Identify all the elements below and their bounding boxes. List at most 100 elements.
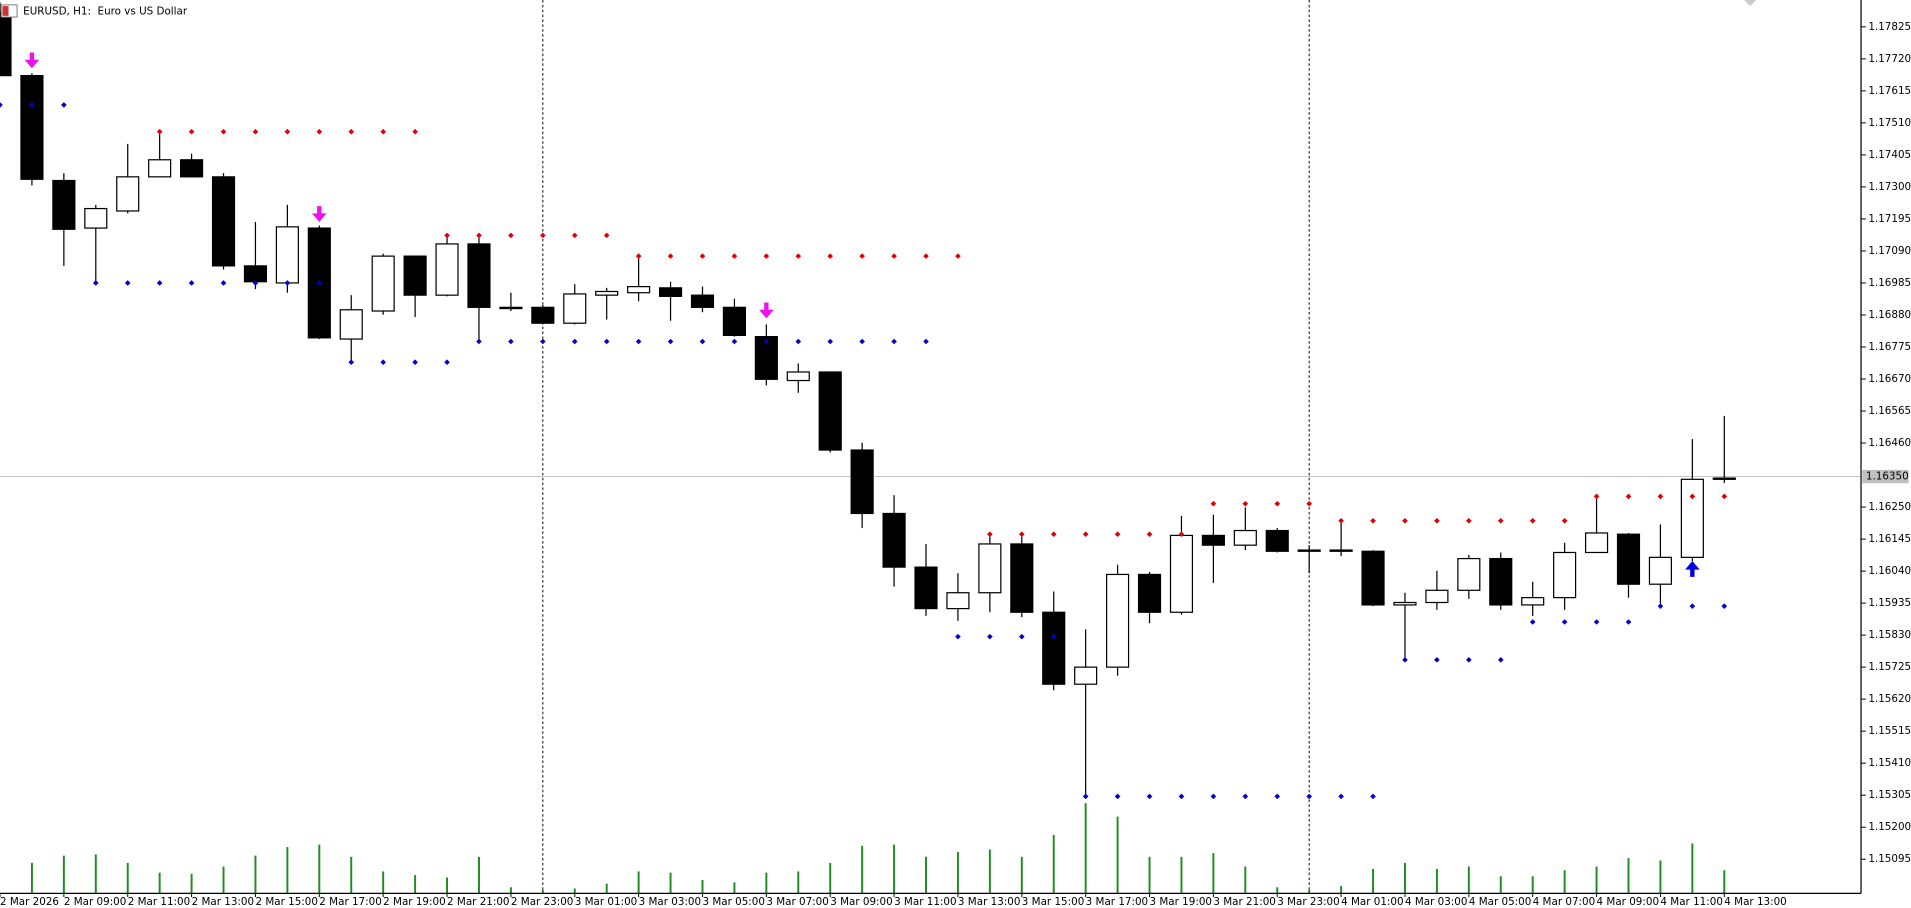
- current-price-box: [1862, 469, 1909, 484]
- candle-body: [1074, 666, 1098, 685]
- resistance-dot: [1657, 493, 1664, 500]
- current-price-label: 1.16350: [1866, 471, 1909, 483]
- resistance-dot: [156, 128, 163, 135]
- y-tick-label: 1.15410: [1868, 757, 1911, 769]
- support-dot: [1657, 603, 1664, 609]
- candle-body: [403, 255, 427, 296]
- symbol-header: EURUSD, H1: Euro vs US Dollar: [0, 4, 188, 18]
- candle-body: [1680, 478, 1704, 558]
- support-dot: [124, 280, 131, 286]
- support-dot: [1721, 603, 1728, 609]
- candle-body: [1329, 549, 1353, 552]
- x-tick-label: 2 Mar 11:00: [128, 896, 190, 908]
- support-dot: [348, 359, 355, 366]
- support-dot: [1402, 657, 1408, 663]
- resistance-dot: [987, 531, 993, 537]
- x-tick-label: 3 Mar 21:00: [1213, 896, 1275, 908]
- candle-body: [1137, 573, 1162, 613]
- symbol-title: EURUSD, H1: Euro vs US Dollar: [23, 6, 188, 18]
- x-tick-label: 2 Mar 09:00: [64, 896, 126, 908]
- support-dot: [1146, 793, 1153, 800]
- x-tick-label: 2 Mar 21:00: [447, 896, 509, 908]
- support-dot: [571, 338, 578, 345]
- resistance-dot: [891, 253, 897, 259]
- x-tick-label: 4 Mar 05:00: [1469, 896, 1531, 908]
- candle-body: [914, 566, 938, 610]
- candle-body: [658, 287, 683, 297]
- support-dot: [859, 338, 865, 345]
- buy-arrow: [1685, 561, 1700, 577]
- y-tick-label: 1.17405: [1868, 149, 1911, 161]
- y-tick-label: 1.16460: [1868, 437, 1911, 449]
- support-dot: [1529, 619, 1536, 625]
- resistance-dot: [955, 253, 961, 259]
- y-tick-label: 1.16250: [1868, 501, 1911, 513]
- resistance-dot: [348, 128, 355, 135]
- support-dot: [923, 338, 929, 345]
- resistance-dot: [476, 232, 482, 239]
- support-dot: [987, 633, 993, 640]
- support-dot: [380, 359, 386, 366]
- candle-body: [786, 371, 810, 382]
- resistance-dot: [1306, 500, 1312, 507]
- y-tick-label: 1.15095: [1868, 853, 1911, 865]
- candle-body: [0, 11, 12, 77]
- resistance-dot: [699, 253, 706, 259]
- resistance-dot: [1274, 500, 1281, 507]
- x-tick-label: 2 Mar 19:00: [383, 896, 445, 908]
- y-tick-label: 1.17510: [1868, 117, 1911, 129]
- candle-body: [754, 336, 778, 380]
- plot-area: [0, 0, 1862, 894]
- support-dot: [476, 338, 482, 345]
- y-tick-label: 1.16880: [1868, 309, 1911, 321]
- resistance-dot: [1210, 500, 1217, 507]
- support-dot: [316, 280, 323, 286]
- resistance-dot: [252, 128, 259, 135]
- y-tick-label: 1.16985: [1868, 277, 1911, 289]
- candle-body: [1616, 533, 1641, 585]
- candle-body: [1584, 532, 1609, 554]
- support-dot: [603, 338, 610, 345]
- candle-body: [627, 286, 651, 294]
- x-tick-label: 3 Mar 19:00: [1150, 896, 1212, 908]
- support-dot: [1434, 657, 1440, 663]
- candle-body: [1361, 550, 1385, 606]
- support-dot: [763, 338, 770, 345]
- y-tick-label: 1.16670: [1868, 373, 1911, 385]
- x-tick-label: 3 Mar 15:00: [1022, 896, 1084, 908]
- sell-arrow: [312, 206, 327, 222]
- support-dot: [412, 359, 418, 366]
- resistance-dot: [220, 128, 227, 135]
- resistance-dot: [1721, 493, 1728, 500]
- support-dot: [284, 280, 291, 286]
- candle-body: [1201, 534, 1225, 546]
- candle-body: [180, 159, 204, 178]
- support-dot: [1689, 603, 1696, 609]
- candle-body: [818, 371, 842, 451]
- y-tick-label: 1.16145: [1868, 533, 1911, 545]
- candle-body: [946, 592, 970, 610]
- candle-body: [690, 294, 715, 308]
- candle-body: [595, 290, 619, 296]
- y-tick-label: 1.17300: [1868, 181, 1911, 193]
- candle-body: [243, 265, 268, 283]
- candle-body: [563, 293, 587, 324]
- scroll-marker: [1744, 0, 1757, 7]
- support-dot: [1082, 793, 1089, 800]
- support-dot: [1497, 657, 1504, 663]
- x-tick-label: 2 Mar 17:00: [319, 896, 381, 908]
- resistance-dot: [923, 253, 929, 259]
- x-tick-label: 3 Mar 11:00: [894, 896, 956, 908]
- support-dot: [1370, 793, 1376, 800]
- resistance-dot: [1178, 531, 1185, 537]
- candle-body: [467, 243, 491, 308]
- resistance-dot: [859, 253, 865, 259]
- resistance-dot: [540, 232, 546, 239]
- candle-body: [499, 306, 523, 310]
- resistance-dot: [1593, 493, 1600, 500]
- y-tick-label: 1.17090: [1868, 245, 1911, 257]
- candle-body: [531, 306, 555, 324]
